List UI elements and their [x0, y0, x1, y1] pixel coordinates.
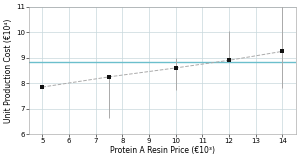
Point [227, 59, 232, 62]
Y-axis label: Unit Production Cost (€10⁴): Unit Production Cost (€10⁴) [4, 18, 13, 123]
Point [173, 67, 178, 69]
Point [107, 76, 112, 78]
Point [40, 86, 45, 88]
Point [280, 50, 285, 53]
X-axis label: Protein A Resin Price (€10³): Protein A Resin Price (€10³) [110, 146, 215, 155]
